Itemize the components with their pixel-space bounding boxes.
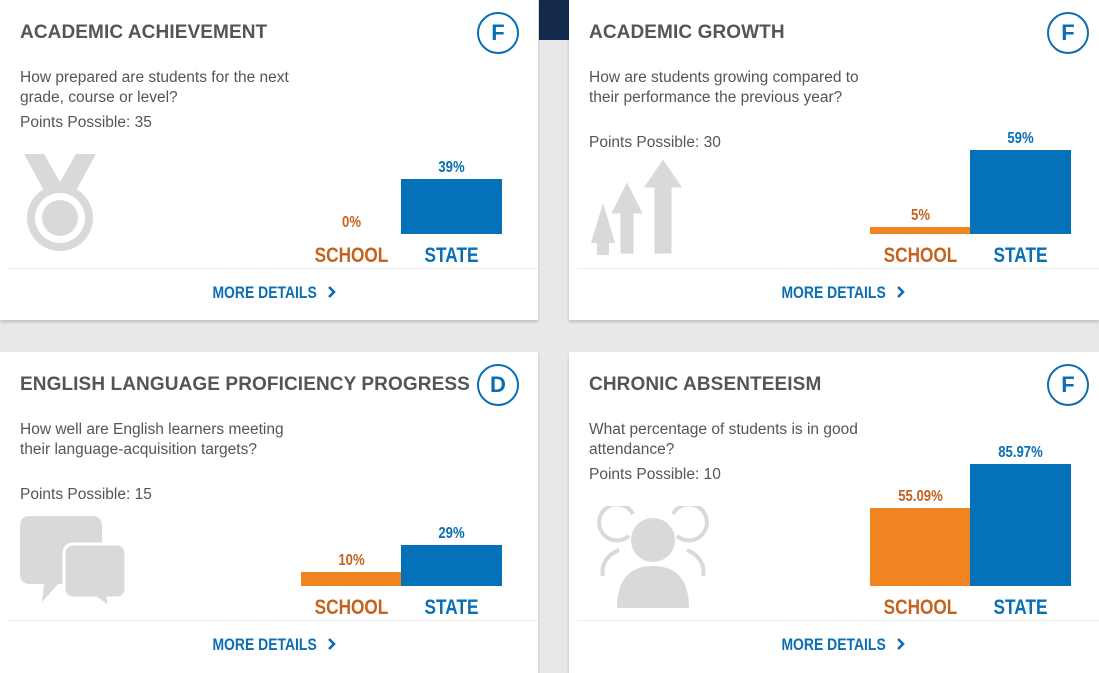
state-bar: [970, 150, 1071, 234]
bar-chart: 5% 59% SCHOOL STATE: [870, 0, 1072, 270]
divider: [8, 268, 538, 269]
card-question: What percentage of students is in good a…: [589, 421, 858, 458]
more-details-label: MORE DETAILS: [212, 635, 317, 654]
state-value: 39%: [438, 159, 465, 176]
chevron-right-icon: [897, 638, 905, 650]
card-title: ACADEMIC ACHIEVEMENT: [20, 22, 268, 43]
chevron-right-icon: [328, 286, 336, 298]
state-bar: [401, 545, 502, 586]
card-english-language-proficiency: ENGLISH LANGUAGE PROFICIENCY PROGRESS D …: [0, 352, 538, 673]
school-label: SCHOOL: [314, 596, 389, 619]
state-label: STATE: [993, 596, 1048, 619]
school-label: SCHOOL: [883, 244, 958, 267]
points-possible: Points Possible: 15: [20, 486, 152, 503]
school-value: 5%: [911, 207, 930, 224]
state-value: 59%: [1007, 130, 1034, 147]
more-details-link[interactable]: MORE DETAILS: [569, 283, 1099, 303]
school-value: 10%: [338, 552, 365, 569]
more-details-link[interactable]: MORE DETAILS: [0, 635, 538, 655]
school-label: SCHOOL: [883, 596, 958, 619]
state-bar: [401, 179, 502, 234]
chevron-right-icon: [328, 638, 336, 650]
bar-chart: 0% 39% SCHOOL STATE: [301, 0, 503, 270]
more-details-link[interactable]: MORE DETAILS: [0, 283, 538, 303]
card-question: How prepared are students for the next g…: [20, 69, 289, 106]
more-details-label: MORE DETAILS: [212, 283, 317, 302]
divider: [577, 268, 1099, 269]
top-nav-strip: [539, 0, 569, 40]
bar-chart: 10% 29% SCHOOL STATE: [301, 352, 503, 622]
state-value: 29%: [438, 525, 465, 542]
card-question: How are students growing compared to the…: [589, 69, 859, 106]
growth-arrows-icon: [591, 155, 685, 257]
school-bar: [870, 227, 971, 234]
more-details-link[interactable]: MORE DETAILS: [569, 635, 1099, 655]
state-label: STATE: [424, 596, 479, 619]
state-label: STATE: [424, 244, 479, 267]
card-question: How well are English learners meeting th…: [20, 421, 284, 458]
people-icon: [597, 506, 709, 608]
grade-badge: F: [1047, 364, 1089, 406]
school-value: 55.09%: [898, 488, 943, 505]
speech-bubbles-icon: [20, 516, 126, 608]
points-possible: Points Possible: 35: [20, 114, 152, 131]
state-value: 85.97%: [998, 444, 1043, 461]
school-label: SCHOOL: [314, 244, 389, 267]
divider: [8, 620, 538, 621]
more-details-label: MORE DETAILS: [781, 635, 886, 654]
grade-badge: D: [477, 364, 519, 406]
card-title: CHRONIC ABSENTEEISM: [589, 374, 822, 395]
medal-icon: [24, 154, 96, 251]
grade-badge: F: [1047, 12, 1089, 54]
more-details-label: MORE DETAILS: [781, 283, 886, 302]
state-label: STATE: [993, 244, 1048, 267]
points-possible: Points Possible: 10: [589, 466, 721, 483]
divider: [577, 620, 1099, 621]
school-bar: [870, 508, 971, 586]
card-academic-growth: ACADEMIC GROWTH F How are students growi…: [569, 0, 1099, 320]
card-title: ACADEMIC GROWTH: [589, 22, 785, 43]
points-possible: Points Possible: 30: [589, 134, 721, 151]
school-bar: [301, 572, 402, 586]
bar-chart: 55.09% 85.97% SCHOOL STATE: [870, 352, 1072, 622]
card-title: ENGLISH LANGUAGE PROFICIENCY PROGRESS: [20, 374, 470, 395]
card-chronic-absenteeism: CHRONIC ABSENTEEISM F What percentage of…: [569, 352, 1099, 673]
chevron-right-icon: [897, 286, 905, 298]
card-academic-achievement: ACADEMIC ACHIEVEMENT F How prepared are …: [0, 0, 538, 320]
state-bar: [970, 464, 1071, 586]
school-value: 0%: [342, 214, 361, 231]
grade-badge: F: [477, 12, 519, 54]
